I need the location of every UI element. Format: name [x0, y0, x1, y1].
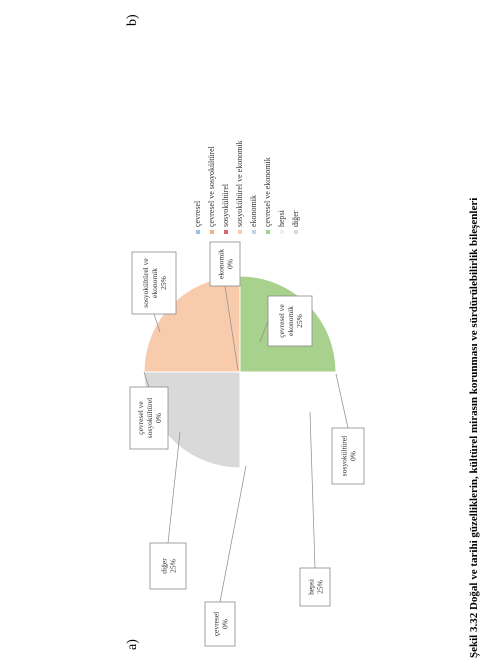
pie-label-text: çevresel ve — [136, 401, 145, 435]
legend-item-sosyokulturel-ve-ekonomik: sosyokültürel ve ekonomik — [235, 140, 244, 234]
legend-item-cevresel: çevresel — [193, 200, 202, 234]
pie-label-sosyokulturel-ve-ekonomik: sosyokültürel ve ekonomik 25% — [131, 251, 177, 315]
legend-swatch — [224, 230, 228, 234]
legend-item-cevresel-ve-ekonomik: çevresel ve ekonomik — [263, 157, 272, 234]
pie-label-text: 0% — [226, 259, 235, 269]
pie-label-leader — [167, 431, 181, 544]
pie-label-text: çevresel ve — [277, 304, 286, 338]
pie-label-text: sosyokültürel — [340, 436, 349, 476]
legend-swatch — [266, 230, 270, 234]
pie-label-cevresel-ve-sosyokulturel: çevresel ve sosyokültürel 0% — [129, 386, 169, 450]
pie-label-diger: diğer 25% — [149, 542, 187, 590]
legend-label: hepsi — [277, 209, 286, 227]
rotated-figure: a) b) çevresel 0%çevresel ve sosyokültürel… — [125, 14, 480, 658]
pie-label-box — [149, 542, 187, 590]
pie-label-leader — [335, 373, 349, 429]
pie-label-ekonomik: ekonomik 0% — [209, 241, 241, 287]
pie-label-box — [204, 601, 236, 647]
pie-label-text: sosyokültürel ve — [141, 258, 150, 308]
panel-b-label: b) — [125, 14, 140, 26]
pie-label-text: 25% — [159, 276, 168, 290]
legend-item-hepsi: hepsi — [277, 209, 286, 234]
legend-swatch — [210, 230, 214, 234]
pie-label-text: diğer — [160, 558, 169, 574]
pie-label-box — [129, 386, 169, 450]
legend-label: çevresel ve ekonomik — [263, 157, 272, 227]
legend-label: çevresel — [193, 200, 202, 227]
pie-label-leader — [219, 465, 247, 603]
pie-label-box — [131, 251, 177, 315]
legend-item-diger: diğer — [291, 210, 300, 234]
panel-a-label: a) — [125, 639, 140, 650]
legend-swatch — [294, 230, 298, 234]
pie-label-box — [209, 241, 241, 287]
figure-caption: Şekil 3.32 Doğal ve tarihi güzelliklerin… — [468, 198, 480, 658]
pie-label-box — [299, 567, 331, 607]
pie-callouts: çevresel 0%çevresel ve sosyokültürel 0%sosy… — [129, 241, 365, 647]
legend-label: ekonomik — [249, 195, 258, 227]
pie-label-leader — [309, 411, 316, 569]
legend-item-sosyokulturel: sosyokültürel — [221, 183, 230, 234]
legend-swatch — [196, 230, 200, 234]
legend-label: çevresel ve sosyokültürel — [207, 145, 216, 227]
pie-label-text: 0% — [154, 413, 163, 423]
pie-label-text: 0% — [221, 619, 230, 629]
pie-label-box — [331, 427, 365, 485]
pie-label-sosyokulturel: sosyokültürel 0% — [331, 427, 365, 485]
legend-swatch — [238, 230, 242, 234]
legend-label: sosyokültürel ve ekonomik — [235, 140, 244, 227]
pie-label-text: ekonomik — [217, 249, 226, 279]
pie-label-text: 0% — [349, 451, 358, 461]
legend-item-ekonomik: ekonomik — [249, 195, 258, 234]
pie-label-text: 25% — [295, 314, 304, 328]
legend-item-cevresel-ve-sosyokulturel: çevresel ve sosyokültürel — [207, 145, 216, 234]
pie-label-text: ekonomik — [150, 268, 159, 298]
pie-label-text: hepsi — [307, 579, 316, 595]
legend-swatch — [252, 230, 256, 234]
pie-label-text: çevresel — [212, 612, 221, 637]
pie-label-leader — [224, 285, 239, 371]
pie-label-text: 25% — [316, 580, 325, 594]
pie-label-text: 25% — [169, 559, 178, 573]
chart-legend: çevresel çevresel ve sosyokültürel sosyokü… — [193, 140, 300, 234]
legend-swatch — [280, 230, 284, 234]
pie-label-text: sosyokültürel — [145, 398, 154, 438]
legend-label: diğer — [291, 210, 300, 227]
pie-label-leader — [153, 313, 161, 333]
pie-label-leader — [143, 371, 150, 388]
pie-label-leader — [259, 320, 269, 343]
pie-label-hepsi: hepsi 25% — [299, 567, 331, 607]
pie-label-cevresel: çevresel 0% — [204, 601, 236, 647]
pie-label-box — [267, 295, 313, 347]
pie-label-cevresel-ve-ekonomik: çevresel ve ekonomik 25% — [267, 295, 313, 347]
pie-label-text: ekonomik — [286, 306, 295, 336]
legend-label: sosyokültürel — [221, 183, 230, 227]
pie-slice-hepsi — [239, 371, 337, 469]
